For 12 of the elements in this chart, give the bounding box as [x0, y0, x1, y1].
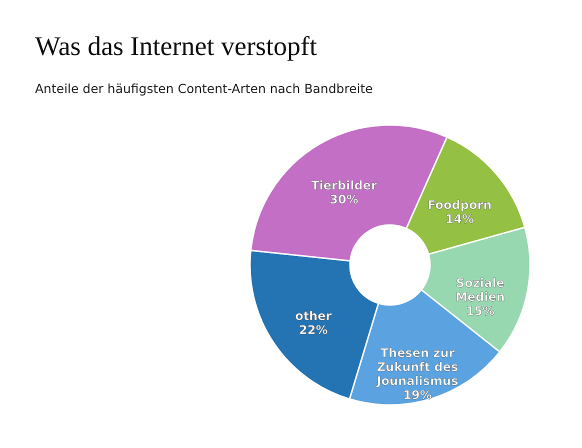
data-label: 14% [445, 212, 474, 226]
slice-label: Soziale Medien [455, 276, 505, 304]
data-label: 30% [330, 192, 358, 206]
chart-subtitle: Anteile der häufigsten Content-Arten nach Bandbreite [35, 81, 374, 96]
slice-label: Tierbilder [311, 178, 377, 192]
data-label: 22% [299, 322, 328, 337]
slice-label: other [295, 308, 332, 323]
slice-label: Thesen zur Zukunft des Jounalismus [376, 346, 458, 388]
chart-title: Was das Internet verstopft [35, 31, 318, 61]
data-label: 19% [403, 388, 432, 402]
slice-label: Foodporn [428, 198, 492, 212]
data-label: 15% [466, 304, 495, 318]
